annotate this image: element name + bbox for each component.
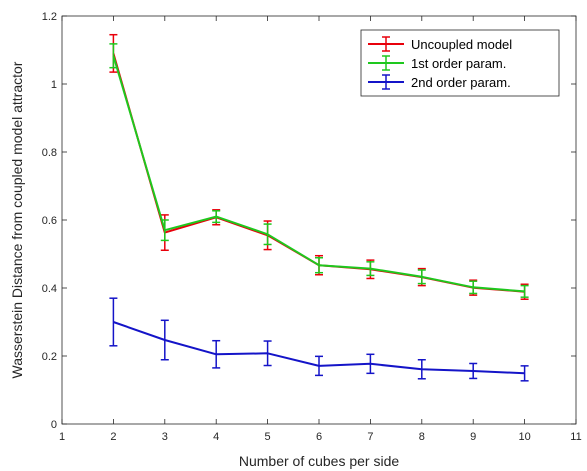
legend-items: Uncoupled model 1st order param. 2nd order… [368,36,512,90]
y-tick-label: 0.8 [42,147,57,159]
error-bar [212,210,221,224]
x-axis-label: Number of cubes per side [239,453,400,469]
y-axis-label: Wasserstein Distance from coupled model … [9,61,25,378]
x-tick-label: 7 [367,431,373,443]
error-bar [263,340,272,367]
error-bar [263,223,272,246]
legend-box [360,29,560,97]
series-layer [109,33,529,382]
y-tick-label: 0.4 [42,283,57,295]
x-tick-label: 4 [213,431,219,443]
x-tick-label: 11 [570,431,581,443]
x-tick-label: 10 [518,431,530,443]
y-tick-label: 0 [51,419,57,431]
error-bar [366,261,375,277]
x-tick-label: 1 [59,431,65,443]
legend-item: 2nd order param. [368,74,511,90]
error-bar [109,43,118,69]
error-bar [469,362,478,380]
plot-frame [61,15,577,425]
x-tick-label: 6 [316,431,322,443]
error-bar [417,358,426,380]
error-bar [160,219,169,242]
legend-label: 1st order param. [411,56,506,71]
x-tick-label: 5 [265,431,271,443]
legend-label: 2nd order param. [411,75,511,90]
legend-label: Uncoupled model [411,37,512,52]
error-bar [212,339,221,369]
legend: Uncoupled model 1st order param. 2nd order… [360,29,560,97]
legend-item: 1st order param. [368,55,506,71]
error-bar [109,297,118,347]
y-tick-label: 1.2 [42,11,57,23]
x-tick-label: 9 [470,431,476,443]
x-tick-label: 2 [110,431,116,443]
x-tick-label: 8 [419,431,425,443]
error-bar [366,353,375,375]
error-bar [520,365,529,382]
y-tick-label: 0.6 [42,215,57,227]
y-axis-ticks: 0 0.2 0.4 0.6 0.8 1 1.2 [42,11,576,431]
y-tick-label: 1 [51,79,57,91]
error-bar [417,269,426,285]
series-3 [109,297,529,382]
error-bar [315,256,323,274]
error-bar [315,355,323,377]
x-axis-ticks: 1 2 3 4 5 6 7 8 9 10 11 [59,16,582,443]
y-tick-label: 0.2 [42,351,57,363]
error-bar [520,284,529,298]
error-bar [160,319,169,361]
x-tick-label: 3 [162,431,168,443]
series-2 [109,43,529,298]
legend-item: Uncoupled model [368,36,512,52]
error-bar [469,280,478,295]
